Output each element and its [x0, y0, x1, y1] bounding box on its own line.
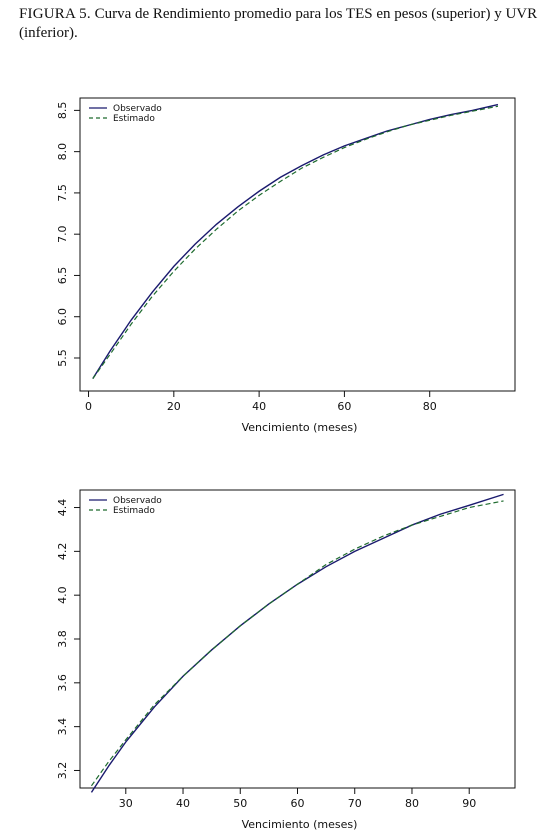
chart2-y-tick-label: 4.4 [56, 499, 69, 517]
chart1-y-tick-label: 6.5 [56, 267, 69, 285]
chart1-legend-label-observado: Observado [113, 104, 162, 114]
chart2-y-tick-label: 3.8 [56, 630, 69, 648]
chart2-series-observado-line [90, 493, 504, 793]
chart2-x-tick-label: 90 [462, 797, 476, 810]
chart2-x-tick-label: 30 [119, 797, 133, 810]
figure-caption: FIGURA 5. Curva de Rendimiento promedio … [19, 5, 544, 43]
chart1-y-tick-label: 5.5 [56, 349, 69, 367]
chart1-x-tick-label: 0 [85, 400, 92, 413]
chart2-y-tick-label: 3.6 [56, 674, 69, 692]
chart1-y-tick-label: 6.0 [56, 308, 69, 326]
chart1-x-tick-label: 80 [423, 400, 437, 413]
figure-caption-text: Curva de Rendimiento promedio para los T… [19, 6, 538, 41]
chart2-series-estimado-line [90, 500, 504, 787]
chart1-y-tick-label: 7.0 [56, 225, 69, 243]
chart2-legend-label-estimado: Estimado [113, 506, 155, 516]
chart1-y-tick-label: 8.0 [56, 143, 69, 161]
chart1-x-tick-label: 60 [337, 400, 351, 413]
chart2-x-axis-label: Vencimiento (meses) [242, 818, 358, 831]
chart1-x-axis-label: Vencimiento (meses) [242, 421, 358, 434]
chart2-legend-label-observado: Observado [113, 496, 162, 506]
chart2-x-tick-label: 60 [291, 797, 305, 810]
chart2-y-tick-label: 3.2 [56, 762, 69, 780]
chart1-legend-label-estimado: Estimado [113, 114, 155, 124]
figure-label: FIGURA 5. [19, 6, 91, 22]
chart1-series-observado-line [92, 103, 499, 379]
chart1-x-tick-label: 40 [252, 400, 266, 413]
chart1-y-tick-label: 7.5 [56, 184, 69, 202]
chart2-x-tick-label: 40 [176, 797, 190, 810]
chart2-y-tick-label: 3.4 [56, 718, 69, 736]
chart2-x-tick-label: 50 [233, 797, 247, 810]
chart2-plot-frame [79, 489, 516, 789]
chart1-y-tick-label: 8.5 [56, 102, 69, 120]
chart2-x-tick-label: 70 [348, 797, 362, 810]
chart1-series-estimado-line [92, 105, 499, 379]
chart1-x-tick-label: 20 [167, 400, 181, 413]
chart2-y-tick-label: 4.2 [56, 543, 69, 561]
chart2-x-tick-label: 80 [405, 797, 419, 810]
chart1-plot-frame [79, 97, 516, 392]
chart2-y-tick-label: 4.0 [56, 586, 69, 604]
